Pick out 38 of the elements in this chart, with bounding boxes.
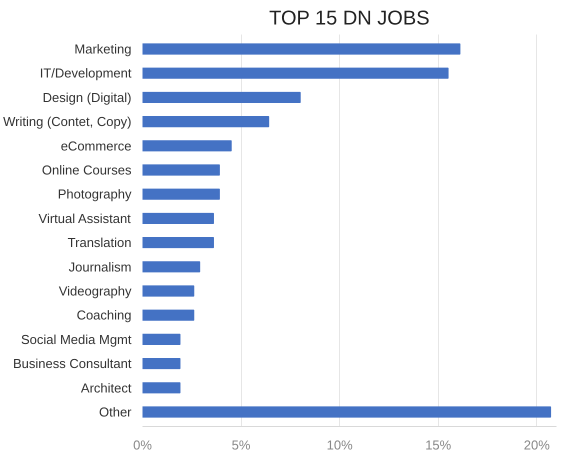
x-tick-label: 10% [326, 438, 354, 452]
y-tick-label: eCommerce [60, 138, 132, 154]
bar [142, 43, 460, 55]
y-tick-label: Journalism [68, 259, 132, 274]
y-tick-label: IT/Development [40, 66, 132, 81]
bar [142, 406, 552, 418]
x-tick-label: 15% [425, 438, 452, 452]
y-tick-label: Videography [58, 283, 132, 298]
y-tick-label: Online Courses [42, 162, 132, 178]
y-tick-label: Coaching [76, 308, 132, 323]
y-tick-label: Architect [80, 380, 132, 396]
bar [142, 310, 194, 321]
x-tick-label: 0% [133, 438, 152, 452]
y-tick-label: Virtual Assistant [38, 210, 132, 226]
bar [142, 92, 301, 103]
bar [142, 188, 220, 200]
x-tick-label: 20% [524, 438, 550, 452]
y-tick-label: Photography [58, 186, 132, 202]
bar [142, 68, 449, 79]
bar [142, 140, 232, 152]
bar [142, 116, 270, 128]
bar [142, 164, 220, 176]
y-tick-label: Marketing [74, 42, 132, 57]
y-tick-label: Translation [68, 235, 132, 250]
bar [142, 237, 214, 248]
chart-title: TOP 15 DN JOBS [269, 8, 430, 30]
bar [142, 261, 200, 272]
y-tick-label: Writing (Contet, Copy) [3, 114, 132, 130]
bar [142, 358, 180, 370]
y-tick-label: Other [98, 404, 132, 420]
bar [142, 334, 180, 345]
bar [142, 382, 180, 394]
bar [142, 285, 194, 297]
bar [142, 212, 214, 224]
x-tick-label: 5% [232, 438, 251, 452]
y-tick-label: Social Media Mgmt [20, 332, 132, 347]
y-tick-label: Business Consultant [12, 356, 132, 372]
y-tick-label: Design (Digital) [42, 90, 132, 105]
